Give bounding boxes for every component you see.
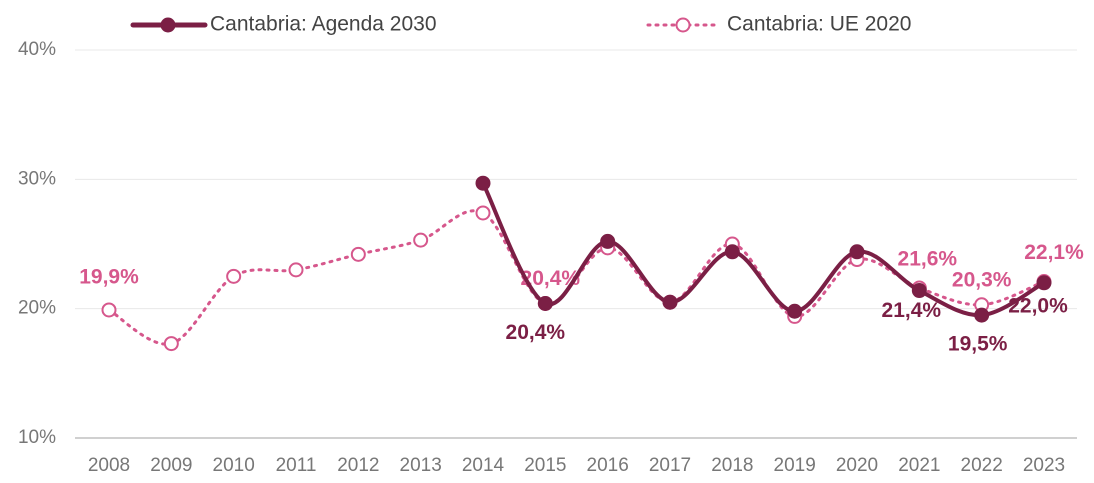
point xyxy=(163,336,179,352)
x-tick-label: 2019 xyxy=(774,455,816,476)
point xyxy=(537,295,553,311)
x-tick-label: 2013 xyxy=(400,455,442,476)
point xyxy=(288,262,304,278)
data-label: 21,4% xyxy=(882,299,942,322)
x-tick-label: 2014 xyxy=(462,455,505,476)
point xyxy=(974,307,990,323)
point xyxy=(350,246,366,262)
legend-label: Cantabria: Agenda 2030 xyxy=(210,13,437,36)
point xyxy=(475,205,491,221)
data-label: 19,5% xyxy=(948,333,1008,356)
data-label: 21,6% xyxy=(898,248,958,271)
series-line xyxy=(107,209,1046,346)
x-tick-label: 2012 xyxy=(337,455,379,476)
point xyxy=(849,244,865,260)
y-tick-label: 10% xyxy=(18,427,56,448)
point xyxy=(911,283,927,299)
series-line xyxy=(481,181,1046,318)
point xyxy=(787,303,803,319)
x-tick-label: 2011 xyxy=(276,455,317,476)
point xyxy=(600,233,616,249)
data-label: 20,4% xyxy=(506,321,566,344)
data-label: 22,1% xyxy=(1024,241,1084,264)
x-tick-label: 2015 xyxy=(524,455,566,476)
x-tick-label: 2023 xyxy=(1023,455,1065,476)
legend-marker xyxy=(675,17,691,33)
point xyxy=(101,302,117,318)
y-tick-label: 40% xyxy=(18,39,56,60)
point xyxy=(413,232,429,248)
y-tick-label: 20% xyxy=(18,298,56,319)
data-label: 20,3% xyxy=(952,268,1012,291)
x-tick-label: 2017 xyxy=(649,455,691,476)
point xyxy=(662,294,678,310)
x-tick-label: 2021 xyxy=(898,455,940,476)
y-tick-label: 30% xyxy=(18,168,56,189)
point xyxy=(226,268,242,284)
point xyxy=(1036,275,1052,291)
x-tick-label: 2022 xyxy=(961,455,1003,476)
x-tick-label: 2010 xyxy=(213,455,255,476)
data-label: 22,0% xyxy=(1008,294,1068,317)
x-tick-label: 2009 xyxy=(150,455,192,476)
x-tick-label: 2008 xyxy=(88,455,130,476)
x-tick-label: 2020 xyxy=(836,455,878,476)
x-tick-label: 2018 xyxy=(711,455,753,476)
x-tick-label: 2016 xyxy=(587,455,629,476)
legend-label: Cantabria: UE 2020 xyxy=(727,13,911,36)
data-label: 20,4% xyxy=(521,267,581,290)
data-label: 19,9% xyxy=(79,266,139,289)
point xyxy=(475,175,491,191)
point xyxy=(724,244,740,260)
legend-marker xyxy=(160,17,176,33)
